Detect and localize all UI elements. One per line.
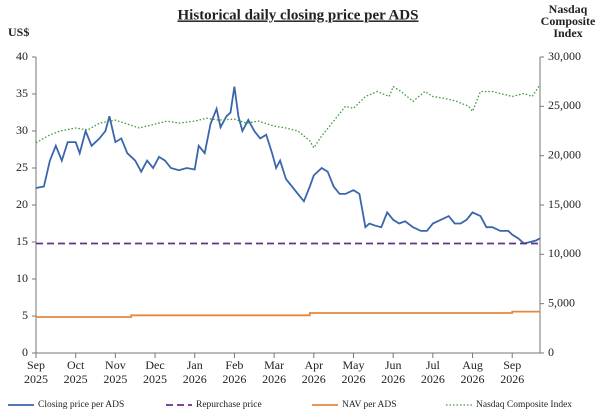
x-tick-label: Jan 2026	[183, 358, 207, 386]
y2-tick-label: 0	[548, 345, 554, 359]
y2-tick-label: 10,000	[548, 246, 581, 260]
legend-label: Nasdaq Composite Index	[476, 400, 572, 410]
y2-tick-label: 25,000	[548, 98, 581, 112]
x-tick-label: Dec 2025	[143, 358, 167, 386]
chart-title: Historical daily closing price per ADS	[178, 7, 419, 23]
x-tick-label: Mar 2026	[262, 358, 286, 386]
x-tick-label: Oct 2025	[64, 358, 88, 386]
y-tick-label: 5	[22, 308, 28, 322]
legend-label: Repurchase price	[196, 400, 262, 410]
legend-label: Closing price per ADS	[38, 400, 124, 410]
y-tick-label: 40	[16, 49, 28, 63]
x-tick-label: Nov 2025	[103, 358, 127, 386]
y-tick-label: 0	[22, 345, 28, 359]
series-line	[36, 310, 540, 318]
y-tick-label: 10	[16, 271, 28, 285]
y2-axis-label: Nasdaq Composite Index	[541, 2, 596, 40]
y2-tick-label: 15,000	[548, 197, 581, 211]
y-tick-label: 30	[16, 123, 28, 137]
x-tick-label: Feb 2026	[222, 358, 246, 386]
x-tick-label: Aug 2026	[461, 358, 485, 386]
y-tick-label: 35	[16, 86, 28, 100]
y2-tick-label: 20,000	[548, 147, 581, 161]
x-tick-label: Apr 2026	[302, 358, 326, 386]
x-tick-label: Jul 2026	[421, 358, 445, 386]
y2-tick-label: 5,000	[548, 295, 575, 309]
x-tick-label: Jun 2026	[381, 358, 405, 386]
x-tick-label: Sep 2025	[24, 358, 48, 386]
y-tick-label: 25	[16, 160, 28, 174]
y2-tick-label: 30,000	[548, 49, 581, 63]
y-tick-label: 20	[16, 197, 28, 211]
legend-label: NAV per ADS	[342, 400, 397, 410]
series-line	[35, 84, 541, 150]
series-line	[35, 86, 541, 245]
x-tick-label: Sep 2026	[500, 358, 524, 386]
y-axis-label: US$	[8, 25, 29, 39]
x-tick-label: May 2026	[341, 358, 365, 386]
y-tick-label: 15	[16, 234, 28, 248]
